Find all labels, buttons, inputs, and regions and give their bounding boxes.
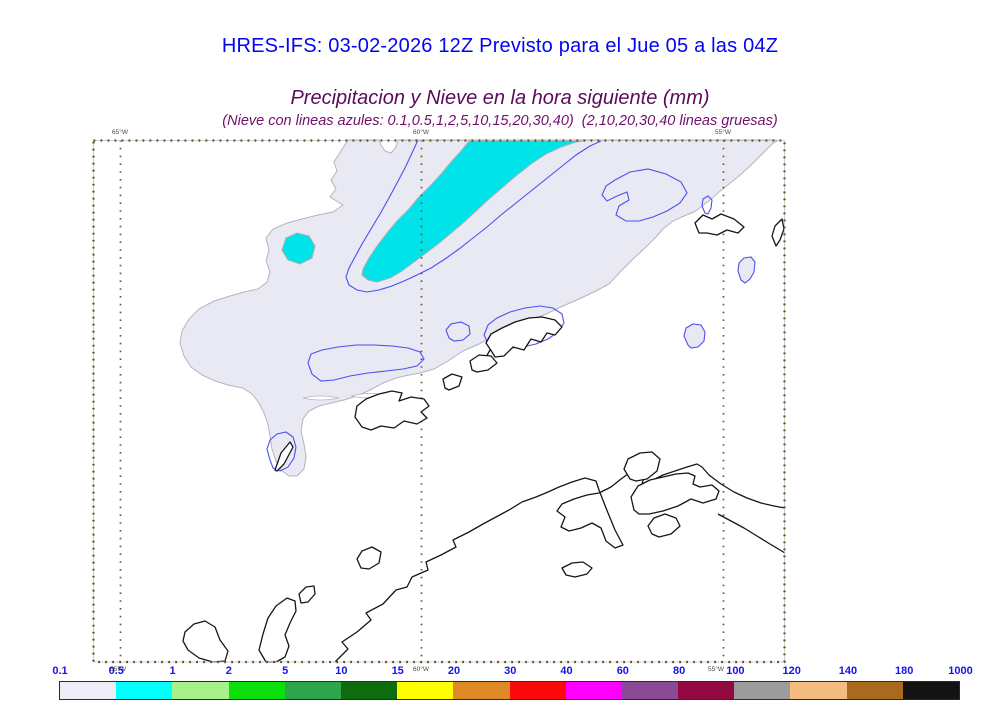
island	[647, 513, 681, 538]
precip-cyan-band	[281, 139, 591, 283]
colorbar-label: 5	[282, 665, 289, 677]
longitude-label: 55°W	[708, 665, 724, 673]
colorbar-label: 60	[616, 665, 629, 677]
colorbar-cell	[621, 682, 679, 699]
longitude-label: 65°W	[110, 665, 126, 673]
colorbar-cell	[565, 682, 622, 699]
precip-cyan-spot	[281, 232, 316, 265]
colorbar-label: 30	[504, 665, 517, 677]
island	[771, 218, 785, 247]
colorbar-cell	[340, 682, 398, 699]
colorbar-label: 40	[560, 665, 573, 677]
colorbar-label: 140	[838, 665, 858, 677]
island	[442, 373, 463, 391]
colorbar-cell	[60, 682, 117, 699]
colorbar-label: 10	[335, 665, 348, 677]
colorbar-cell	[116, 682, 173, 699]
subtitle-variable: Precipitacion y Nieve en la hora siguien…	[290, 87, 710, 109]
island	[623, 451, 661, 482]
colorbar-label: 15	[391, 665, 404, 677]
colorbar-label: 0.5	[108, 665, 124, 677]
map-frame	[92, 139, 786, 664]
island	[694, 213, 745, 236]
island	[561, 561, 593, 578]
colorbar-label: 1	[169, 665, 176, 677]
coast-mainland	[334, 463, 786, 663]
colorbar-cell	[453, 682, 510, 699]
coastlines	[182, 213, 786, 663]
colorbar-label: 120	[782, 665, 801, 677]
colorbar-label: 180	[895, 665, 914, 677]
colorbar-cell	[678, 682, 735, 699]
longitude-label: 55°W	[715, 129, 731, 136]
longitude-label: 60°W	[413, 665, 429, 673]
island	[258, 597, 297, 663]
precip-light-area	[179, 139, 778, 477]
colorbar-cell	[846, 682, 903, 699]
colorbar-cell	[734, 682, 791, 699]
colorbar-cell	[509, 682, 566, 699]
island	[485, 316, 563, 358]
colorbar-label: 2	[225, 665, 232, 677]
colorbar-cell	[902, 682, 959, 699]
coast-secondary	[717, 513, 786, 554]
page-title: HRES-IFS: 03-02-2026 12Z Previsto para e…	[221, 35, 779, 57]
island	[356, 546, 382, 570]
precipitation-colorbar	[59, 681, 960, 700]
island	[182, 620, 229, 663]
colorbar-cell	[284, 682, 341, 699]
subtitle-legend-note: (Nieve con lineas azules: 0.1,0.5,1,2,5,…	[222, 113, 778, 129]
longitude-label: 65°W	[112, 129, 128, 136]
island	[298, 585, 316, 604]
colorbar-label: 100	[726, 665, 745, 677]
colorbar-cell	[397, 682, 454, 699]
colorbar-label: 1000	[948, 665, 973, 677]
snow-contours	[266, 139, 756, 472]
island	[354, 390, 430, 431]
colorbar-label: 0.1	[52, 665, 68, 677]
colorbar-label: 80	[672, 665, 686, 677]
island	[469, 354, 498, 373]
island	[274, 441, 294, 472]
colorbar-cell	[790, 682, 847, 699]
colorbar-cell	[228, 682, 285, 699]
colorbar-label: 20	[447, 665, 461, 677]
island	[630, 472, 720, 515]
longitude-label: 60°W	[413, 129, 429, 136]
colorbar-cell	[172, 682, 229, 699]
